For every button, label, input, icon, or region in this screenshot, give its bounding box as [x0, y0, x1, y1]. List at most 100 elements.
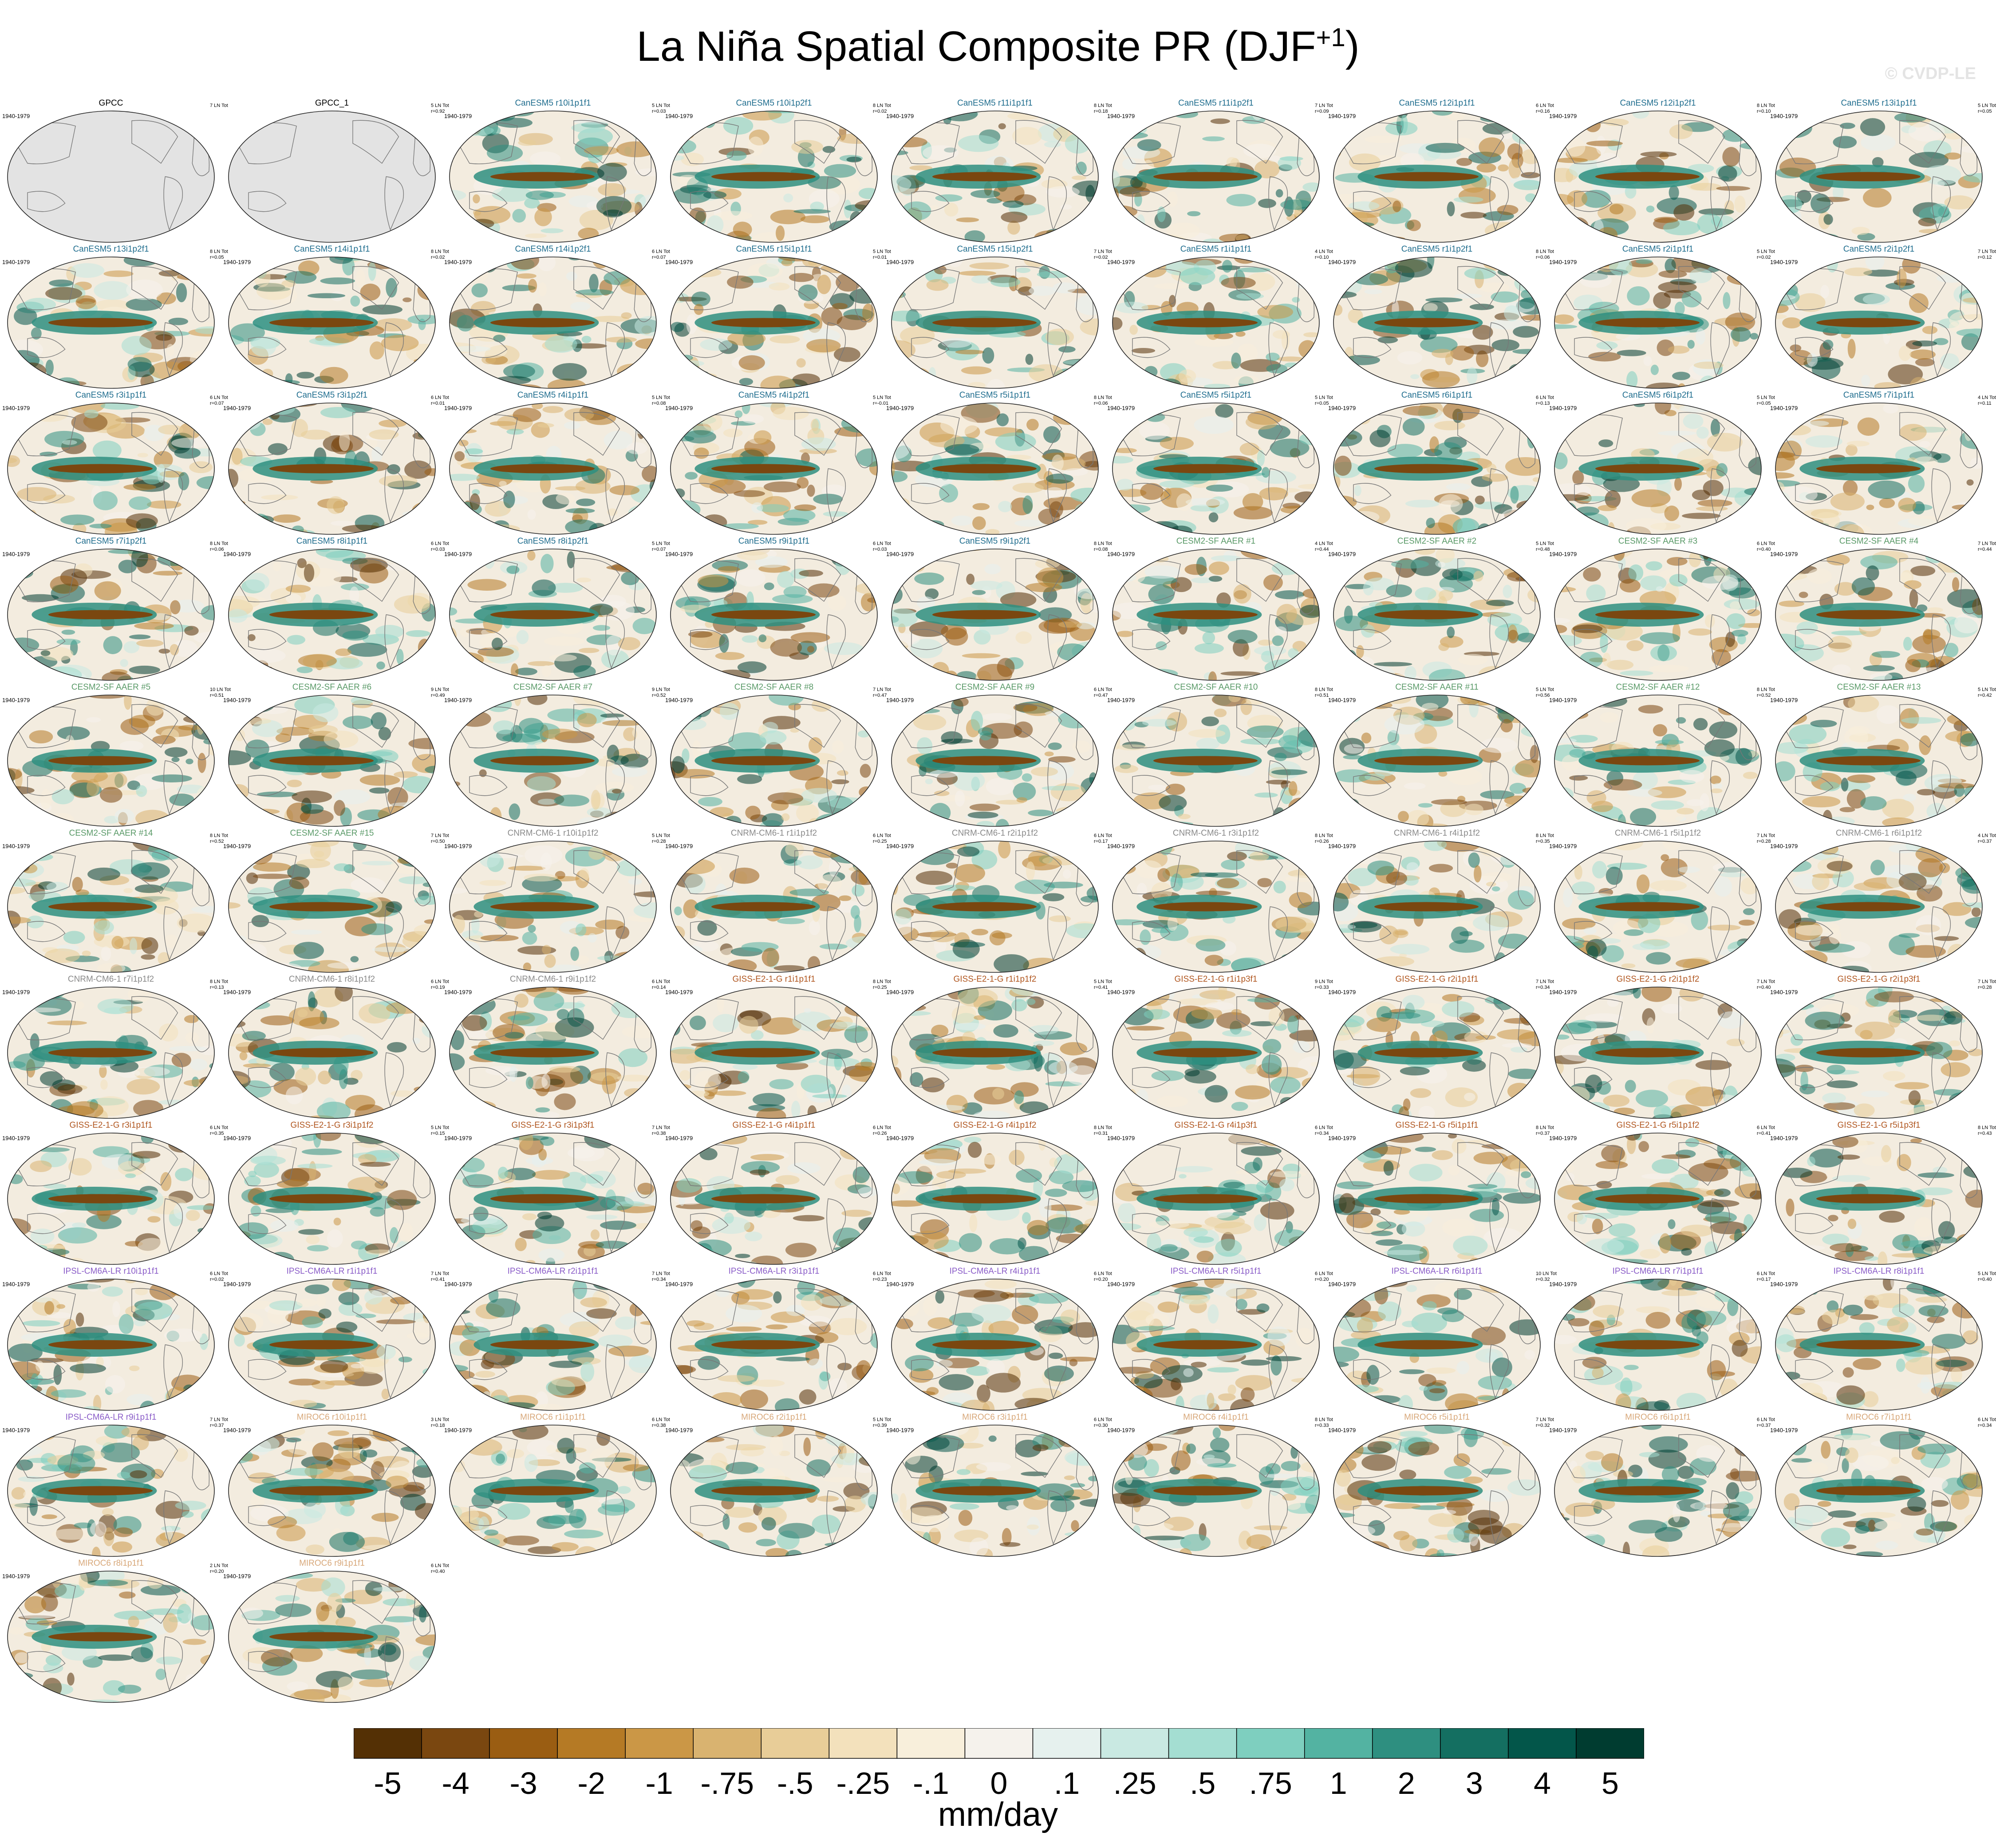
precip-anomaly-map [7, 1425, 215, 1557]
map-panel: MIROC6 r5i1p1f1 1940-1979 7 LN Tot r=0.32 [1328, 1413, 1554, 1561]
stat-correlation: r=0.26 [873, 1131, 887, 1136]
precip-anomaly-map [1554, 987, 1762, 1119]
stat-correlation: r=0.40 [431, 1569, 445, 1574]
panel-period: 1940-1979 [444, 989, 472, 995]
colorbar-label: 5 [1602, 1766, 1619, 1801]
stat-correlation: r=0.17 [1094, 839, 1108, 844]
map-panel: CESM2-SF AAER #10 1940-1979 8 LN Tot r=0.51 [1107, 683, 1333, 831]
precip-anomaly-map [891, 1133, 1099, 1265]
colorbar-label: -3 [509, 1766, 537, 1801]
stat-count: 5 LN Tot [873, 1417, 891, 1422]
map-panel: CESM2-SF AAER #6 1940-1979 9 LN Tot r=0.49 [223, 683, 449, 831]
stat-correlation: r=0.16 [1536, 109, 1550, 114]
stat-correlation: r=0.03 [873, 547, 887, 552]
panel-stats: 10 LN Tot r=0.32 [1536, 1271, 1557, 1283]
stat-count: 3 LN Tot [431, 1417, 449, 1422]
panel-title: MIROC6 r8i1p1f1 [78, 1559, 144, 1568]
stat-correlation: r=0.41 [1757, 1131, 1771, 1136]
panel-period: 1940-1979 [665, 1281, 693, 1287]
precip-anomaly-map [449, 403, 657, 535]
stat-correlation: r=0.44 [1315, 547, 1329, 552]
map-panel: CESM2-SF AAER #15 1940-1979 7 LN Tot r=0.50 [223, 829, 449, 977]
map-panel: CanESM5 r7i1p2f1 1940-1979 8 LN Tot r=0.06 [2, 537, 228, 685]
precip-anomaly-map [228, 987, 436, 1119]
stat-correlation: r=0.19 [431, 985, 445, 990]
panel-title: CESM2-SF AAER #8 [734, 683, 814, 692]
panel-stats: 5 LN Tot r=0.05 [1757, 395, 1775, 407]
stat-count: 8 LN Tot [1094, 103, 1112, 108]
map-panel: CESM2-SF AAER #1 1940-1979 4 LN Tot r=0.44 [1107, 537, 1333, 685]
stat-correlation: r=0.37 [1978, 839, 1992, 844]
panel-stats: 5 LN Tot r=0.08 [652, 395, 670, 407]
stat-correlation: r=0.43 [1978, 1131, 1992, 1136]
colorbar-label: -1 [645, 1766, 673, 1801]
panel-stats: 8 LN Tot r=0.02 [873, 103, 891, 115]
panel-title: CanESM5 r15i1p2f1 [957, 245, 1033, 254]
panel-title: MIROC6 r5i1p1f1 [1404, 1413, 1470, 1422]
panel-stats: 5 LN Tot r=0.15 [431, 1125, 449, 1137]
map-panel: GISS-E2-1-G r4i1p1f1 1940-1979 6 LN Tot r=0… [665, 1121, 891, 1269]
panel-stats: 7 LN Tot r=0.44 [1978, 541, 1996, 553]
panel-title: CESM2-SF AAER #14 [69, 829, 153, 838]
panel-period: 1940-1979 [2, 989, 30, 995]
stat-count: 7 LN Tot [210, 103, 228, 108]
map-panel: GISS-E2-1-G r5i1p3f1 1940-1979 8 LN Tot r=0… [1770, 1121, 1996, 1269]
stat-count: 8 LN Tot [210, 249, 228, 254]
stat-correlation: r=0.07 [652, 255, 666, 260]
precip-anomaly-map [7, 257, 215, 389]
panel-stats: 5 LN Tot r=0.01 [873, 249, 891, 261]
panel-title: CanESM5 r5i1p1f1 [959, 391, 1031, 400]
panel-period: 1940-1979 [1770, 697, 1798, 703]
panel-title: GISS-E2-1-G r2i1p3f1 [1837, 975, 1921, 984]
panel-period: 1940-1979 [223, 1573, 251, 1579]
panel-period: 1940-1979 [444, 113, 472, 119]
precip-anomaly-map [1333, 987, 1541, 1119]
panel-period: 1940-1979 [1549, 1135, 1577, 1141]
stat-count: 9 LN Tot [652, 687, 670, 692]
panel-period: 1940-1979 [1770, 1427, 1798, 1433]
stat-count: 8 LN Tot [1536, 1125, 1554, 1130]
stat-count: 6 LN Tot [431, 979, 449, 984]
stat-correlation: r=0.37 [1536, 1131, 1550, 1136]
stat-count: 5 LN Tot [652, 833, 670, 838]
stat-count: 8 LN Tot [431, 249, 449, 254]
panel-period: 1940-1979 [1107, 405, 1135, 411]
stat-correlation: r=0.11 [1978, 401, 1992, 406]
colorbar-swatch [1508, 1728, 1577, 1759]
precip-anomaly-map [670, 1133, 878, 1265]
panel-stats: 6 LN Tot r=0.17 [1094, 833, 1112, 845]
map-panel: MIROC6 r1i1p1f1 1940-1979 6 LN Tot r=0.38 [444, 1413, 670, 1561]
panel-title: CanESM5 r6i1p2f1 [1622, 391, 1694, 400]
colorbar-swatch [354, 1728, 422, 1759]
precip-anomaly-map [891, 1425, 1099, 1557]
precip-anomaly-map [891, 841, 1099, 973]
panel-title: CNRM-CM6-1 r1i1p1f2 [730, 829, 817, 838]
map-panel: IPSL-CM6A-LR r4i1p1f1 1940-1979 6 LN Tot r=… [886, 1267, 1112, 1415]
stat-count: 5 LN Tot [1315, 395, 1333, 400]
panel-period: 1940-1979 [665, 551, 693, 557]
precip-anomaly-map [228, 403, 436, 535]
stat-correlation: r=0.28 [1978, 985, 1992, 990]
panel-period: 1940-1979 [886, 113, 914, 119]
stat-count: 8 LN Tot [1094, 395, 1112, 400]
stat-count: 2 LN Tot [210, 1563, 228, 1568]
map-panel: CNRM-CM6-1 r3i1p1f2 1940-1979 8 LN Tot r=0.… [1107, 829, 1333, 977]
panel-stats: 7 LN Tot r=0.40 [1757, 979, 1775, 991]
stat-count: 6 LN Tot [1094, 833, 1112, 838]
stat-count: 9 LN Tot [1315, 979, 1333, 984]
panel-stats: 9 LN Tot r=0.33 [1315, 979, 1333, 991]
precip-anomaly-map [1112, 1279, 1320, 1411]
stat-correlation: r=0.25 [873, 985, 887, 990]
panel-stats: 6 LN Tot r=0.30 [1094, 1417, 1112, 1429]
stat-count: 6 LN Tot [873, 1271, 891, 1276]
panel-stats: 2 LN Tot r=0.20 [210, 1563, 228, 1575]
stat-count: 5 LN Tot [1757, 395, 1775, 400]
precip-anomaly-map [7, 1133, 215, 1265]
panel-stats: 8 LN Tot r=0.52 [210, 833, 228, 845]
panel-title: CESM2-SF AAER #4 [1839, 537, 1919, 546]
panel-period: 1940-1979 [1328, 1135, 1356, 1141]
panel-title: GISS-E2-1-G r5i1p3f1 [1837, 1121, 1921, 1130]
map-panel: CanESM5 r14i1p1f1 1940-1979 8 LN Tot r=0.02 [223, 245, 449, 393]
map-panel: GPCC 1940-1979 7 LN Tot [2, 99, 228, 247]
panel-stats: 8 LN Tot r=0.37 [1536, 1125, 1554, 1137]
